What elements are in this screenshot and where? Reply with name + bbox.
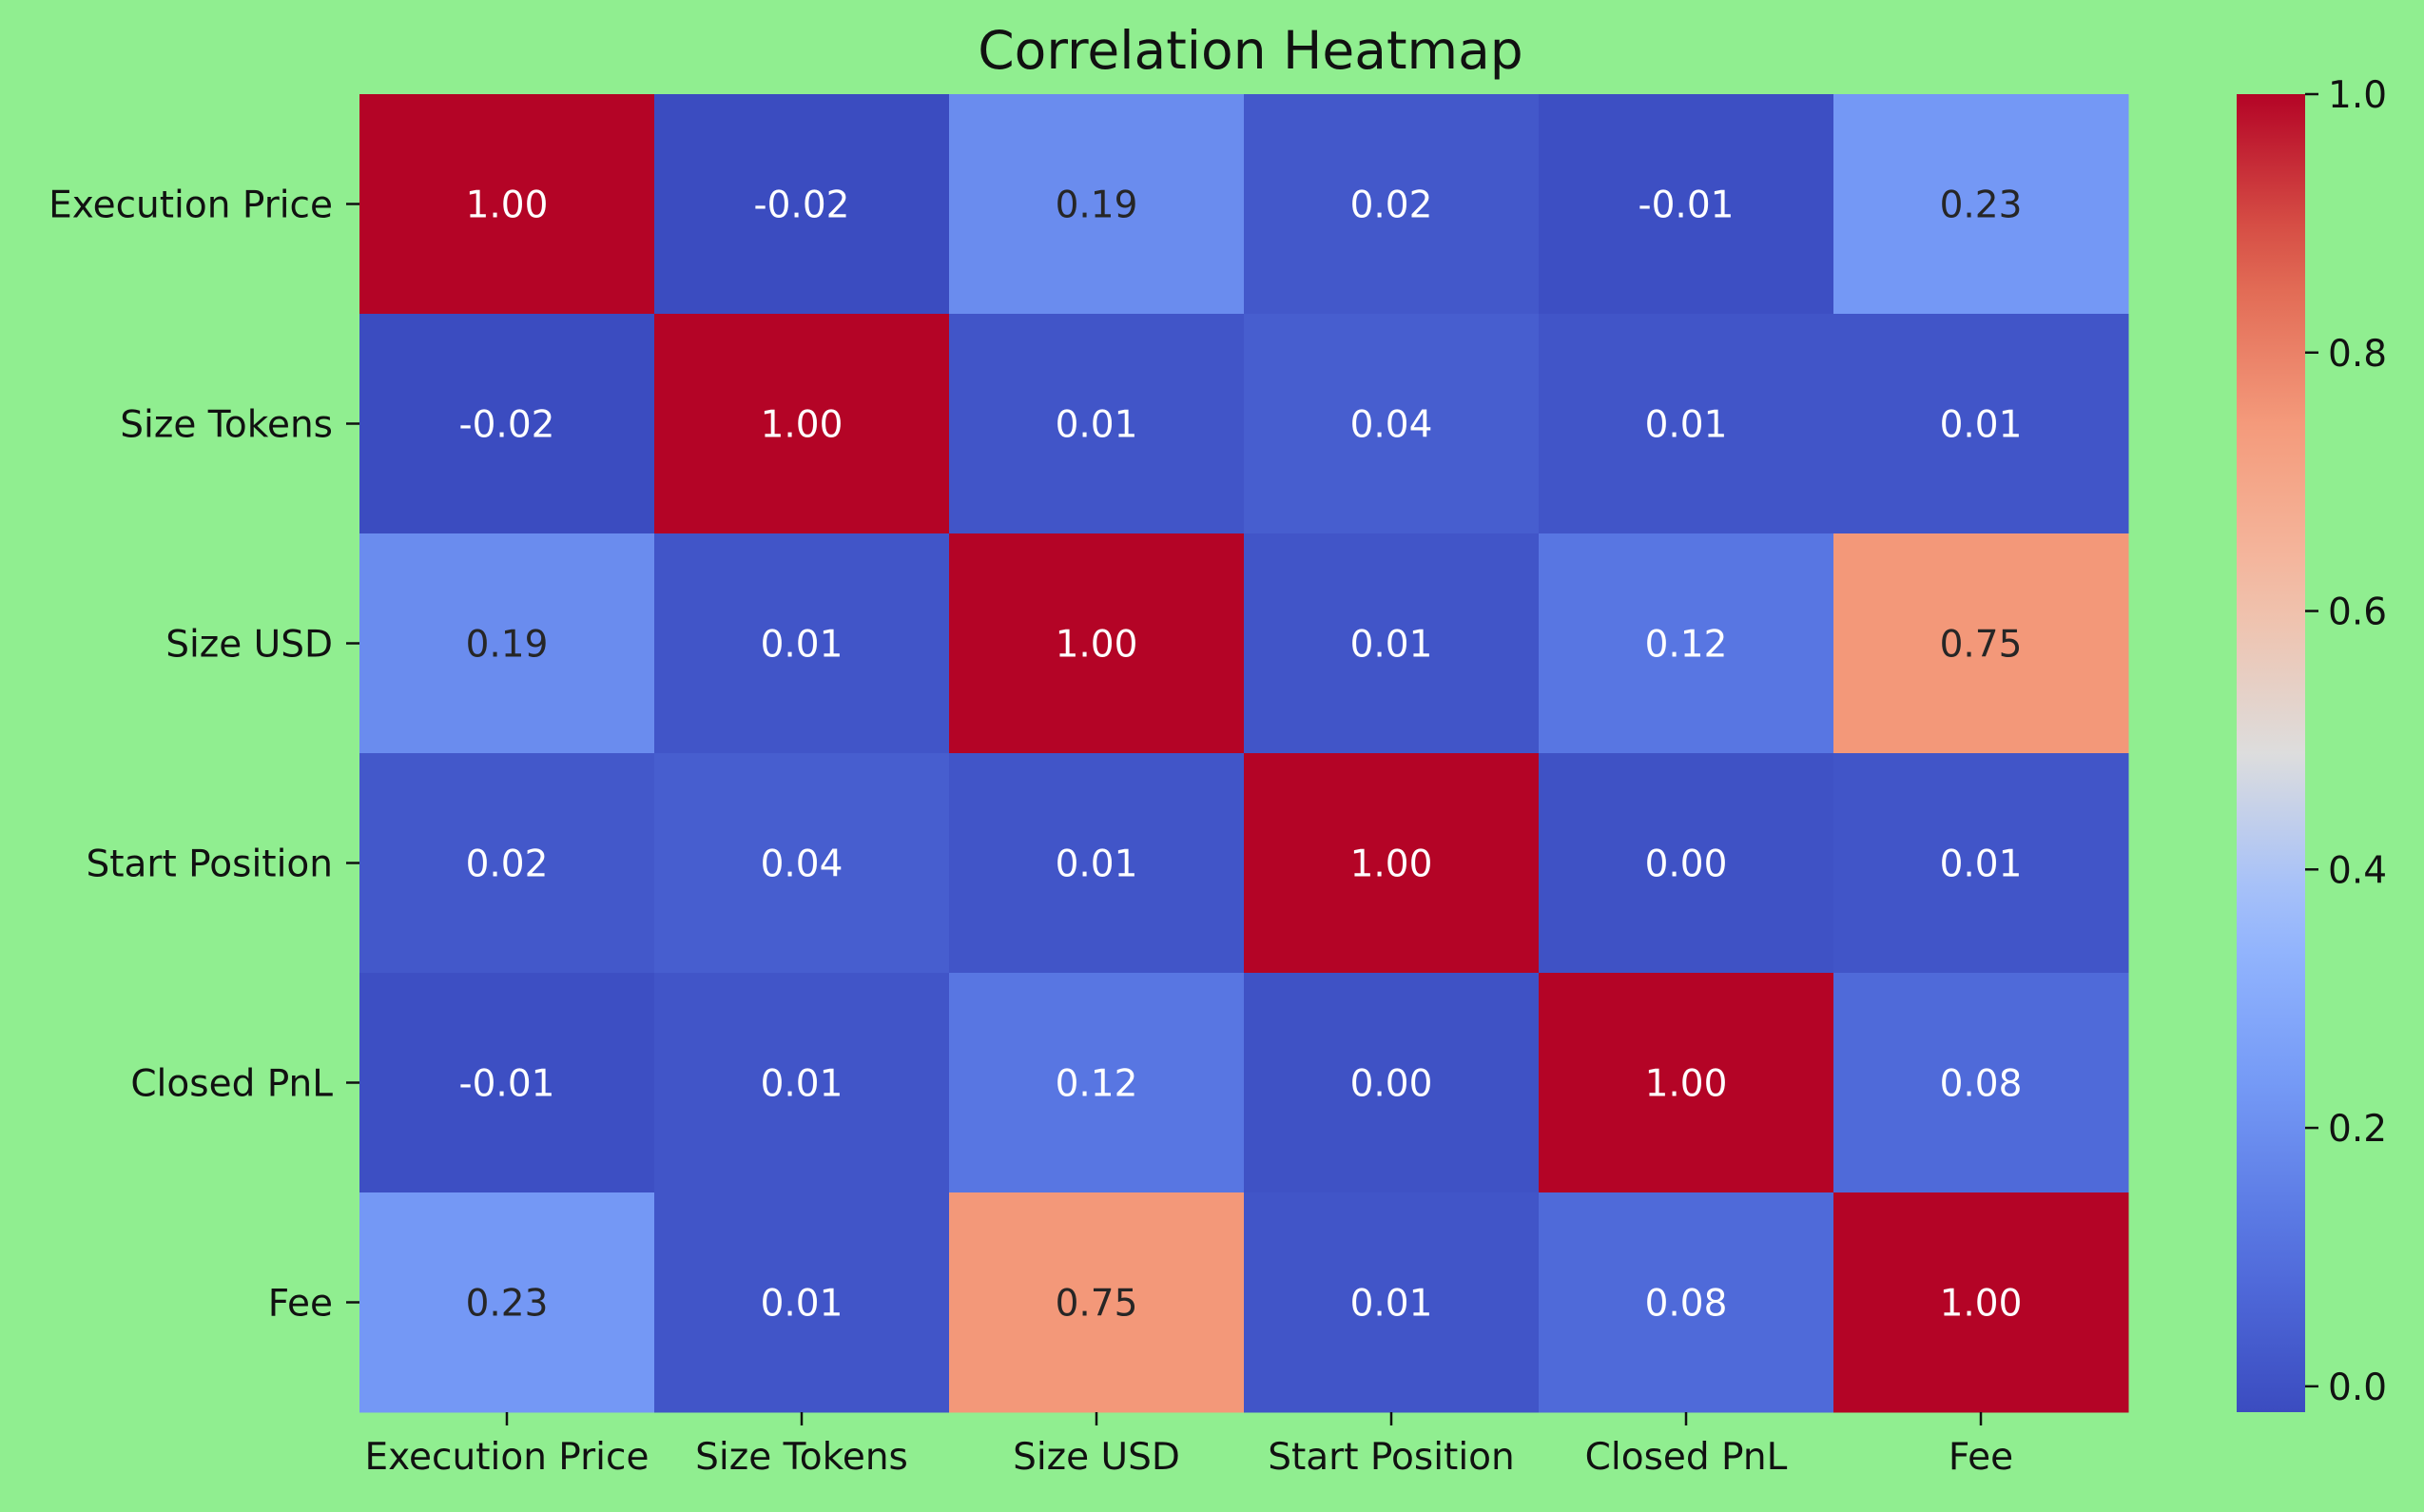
heatmap-cell xyxy=(1833,94,2129,315)
cell-value-label: 0.02 xyxy=(466,843,549,886)
heatmap-cell xyxy=(949,1192,1245,1413)
cell-value-label: 0.01 xyxy=(1350,624,1433,667)
cell-value-label: -0.02 xyxy=(459,404,555,447)
y-tick-label: Closed PnL xyxy=(130,1063,333,1106)
cell-value-label: -0.01 xyxy=(1639,184,1735,227)
cell-value-label: 0.23 xyxy=(1940,184,2023,227)
x-tick-label: Fee xyxy=(1949,1436,2013,1479)
cell-value-label: 0.01 xyxy=(1645,404,1728,447)
cell-value-label: 0.19 xyxy=(466,624,549,667)
cell-value-label: 0.08 xyxy=(1940,1063,2023,1106)
heatmap-cell xyxy=(654,1192,950,1413)
heatmap-cell xyxy=(949,533,1245,754)
y-tick-label: Size USD xyxy=(165,624,333,667)
heatmap-cell xyxy=(1833,1192,2129,1413)
heatmap-cell xyxy=(654,753,950,974)
heatmap-cell xyxy=(1244,973,1540,1193)
cell-value-label: 0.01 xyxy=(1056,843,1138,886)
heatmap-cell xyxy=(1539,314,1834,534)
cell-value-label: 1.00 xyxy=(1350,843,1433,886)
cell-value-label: 1.00 xyxy=(1645,1063,1728,1106)
heatmap-cell xyxy=(654,314,950,534)
cell-value-label: 0.01 xyxy=(1940,843,2023,886)
colorbar-gradient xyxy=(2237,94,2305,1412)
cell-value-label: 0.00 xyxy=(1645,843,1728,886)
heatmap-cell xyxy=(1244,533,1540,754)
heatmap-cell xyxy=(1833,753,2129,974)
heatmap-cell xyxy=(1539,533,1834,754)
x-tick-label: Start Position xyxy=(1268,1436,1515,1479)
cell-value-label: 0.02 xyxy=(1350,184,1433,227)
colorbar-tick-label: 1.0 xyxy=(2328,74,2387,117)
cell-value-label: 0.04 xyxy=(1350,404,1433,447)
cell-value-label: 0.19 xyxy=(1056,184,1138,227)
cell-value-label: 1.00 xyxy=(466,184,549,227)
y-tick-label: Execution Price xyxy=(48,184,333,227)
cell-value-label: 0.75 xyxy=(1940,624,2023,667)
cell-value-label: 0.08 xyxy=(1645,1283,1728,1326)
colorbar-tick-label: 0.8 xyxy=(2328,333,2387,376)
heatmap-cell xyxy=(1244,753,1540,974)
cell-value-label: 0.04 xyxy=(761,843,844,886)
y-axis: Execution Price Size Tokens Size USD Start … xyxy=(48,184,359,1326)
chart-title: Correlation Heatmap xyxy=(978,20,1522,81)
cell-value-label: 1.00 xyxy=(761,404,844,447)
colorbar-tick-label: 0.6 xyxy=(2328,591,2387,634)
cell-value-label: 1.00 xyxy=(1056,624,1138,667)
cell-value-label: 0.23 xyxy=(466,1283,549,1326)
heatmap-cell xyxy=(359,533,655,754)
colorbar-tick-label: 0.2 xyxy=(2328,1108,2387,1151)
heatmap-cell xyxy=(1539,753,1834,974)
heatmap-cell xyxy=(1833,314,2129,534)
heatmap-cell xyxy=(359,314,655,534)
cell-value-label: 0.00 xyxy=(1350,1063,1433,1106)
y-tick-label: Size Tokens xyxy=(120,404,333,447)
cell-value-label: 0.75 xyxy=(1056,1283,1138,1326)
cell-value-label: 0.01 xyxy=(761,624,844,667)
heatmap-cell xyxy=(949,94,1245,315)
cell-value-label: -0.02 xyxy=(754,184,850,227)
x-tick-label: Closed PnL xyxy=(1585,1436,1788,1479)
heatmap-cell xyxy=(1539,1192,1834,1413)
heatmap-cell xyxy=(1833,973,2129,1193)
x-tick-label: Size Tokens xyxy=(695,1436,908,1479)
cell-value-label: 0.12 xyxy=(1056,1063,1138,1106)
heatmap-cell xyxy=(1244,1192,1540,1413)
heatmap-cell xyxy=(359,94,655,315)
heatmap-cell xyxy=(1833,533,2129,754)
heatmap-cell xyxy=(654,94,950,315)
colorbar: 0.0 0.2 0.4 0.6 0.8 1.0 xyxy=(2237,74,2387,1412)
heatmap-cell xyxy=(359,753,655,974)
cell-value-label: -0.01 xyxy=(459,1063,555,1106)
cell-value-label: 0.01 xyxy=(761,1283,844,1326)
cell-value-label: 1.00 xyxy=(1940,1283,2023,1326)
cell-value-label: 0.01 xyxy=(1056,404,1138,447)
heatmap-cell xyxy=(949,314,1245,534)
x-tick-label: Execution Price xyxy=(365,1436,650,1479)
heatmap-cells: 1.00 -0.02 0.19 0.02 -0.01 0.23 -0.02 1.00 0.01 0… xyxy=(359,94,2129,1413)
x-tick-label: Size USD xyxy=(1013,1436,1180,1479)
heatmap-cell xyxy=(359,1192,655,1413)
cell-value-label: 0.12 xyxy=(1645,624,1728,667)
heatmap-cell xyxy=(1539,973,1834,1193)
heatmap-cell xyxy=(1539,94,1834,315)
heatmap-cell xyxy=(949,753,1245,974)
heatmap-cell xyxy=(654,973,950,1193)
colorbar-tick-label: 0.0 xyxy=(2328,1367,2387,1409)
cell-value-label: 0.01 xyxy=(761,1063,844,1106)
heatmap-cell xyxy=(1244,314,1540,534)
colorbar-tick-label: 0.4 xyxy=(2328,849,2387,892)
heatmap-cell xyxy=(949,973,1245,1193)
x-axis: Execution Price Size Tokens Size USD Start … xyxy=(365,1412,2013,1479)
heatmap-cell xyxy=(359,973,655,1193)
heatmap-cell xyxy=(654,533,950,754)
cell-value-label: 0.01 xyxy=(1350,1283,1433,1326)
y-tick-label: Start Position xyxy=(86,843,333,886)
cell-value-label: 0.01 xyxy=(1940,404,2023,447)
y-tick-label: Fee xyxy=(268,1283,333,1326)
heatmap-cell xyxy=(1244,94,1540,315)
